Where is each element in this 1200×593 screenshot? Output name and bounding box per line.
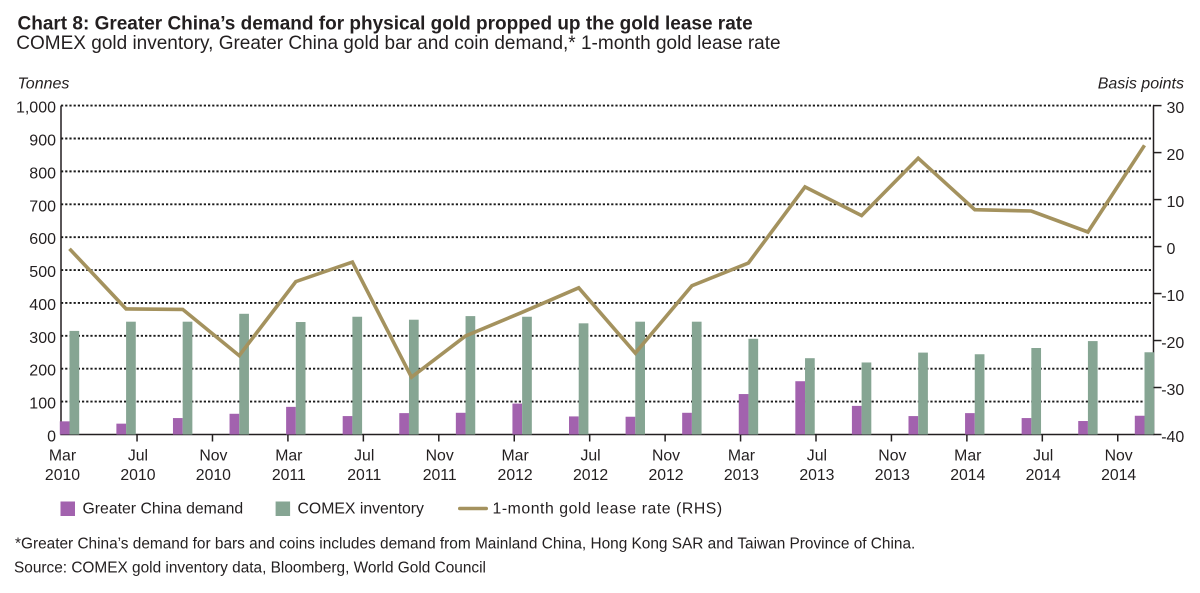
svg-text:100: 100 (29, 396, 56, 413)
svg-text:0: 0 (47, 429, 56, 446)
svg-text:400: 400 (29, 297, 56, 314)
svg-text:2010: 2010 (120, 467, 155, 484)
svg-text:Nov: Nov (199, 448, 227, 465)
svg-text:Tonnes: Tonnes (18, 76, 70, 93)
svg-text:Nov: Nov (1105, 448, 1133, 465)
svg-text:Mar: Mar (49, 448, 76, 465)
svg-text:0: 0 (1167, 241, 1176, 258)
svg-text:2011: 2011 (347, 467, 381, 484)
svg-text:900: 900 (29, 132, 56, 149)
svg-text:Nov: Nov (652, 448, 680, 465)
svg-text:Mar: Mar (502, 448, 529, 465)
svg-text:COMEX inventory: COMEX inventory (298, 501, 425, 518)
svg-text:1,000: 1,000 (16, 100, 56, 117)
svg-text:Mar: Mar (954, 448, 981, 465)
svg-text:10: 10 (1167, 194, 1185, 211)
svg-text:Jul: Jul (1033, 448, 1053, 465)
svg-text:2014: 2014 (950, 467, 985, 484)
svg-text:-30: -30 (1161, 382, 1184, 399)
svg-text:800: 800 (29, 165, 56, 182)
svg-text:2010: 2010 (45, 467, 80, 484)
svg-text:2012: 2012 (498, 467, 533, 484)
svg-text:Source: COMEX gold inventory d: Source: COMEX gold inventory data, Bloom… (14, 560, 486, 577)
svg-text:2010: 2010 (196, 467, 231, 484)
svg-text:COMEX gold inventory, Greater: COMEX gold inventory, Greater China gold… (16, 33, 780, 54)
svg-text:*Greater China’s demand for ba: *Greater China’s demand for bars and coi… (15, 536, 915, 553)
svg-text:2011: 2011 (423, 467, 457, 484)
svg-text:Mar: Mar (728, 448, 755, 465)
svg-text:600: 600 (29, 231, 56, 248)
svg-text:700: 700 (29, 198, 56, 215)
svg-text:Jul: Jul (580, 448, 600, 465)
svg-text:-20: -20 (1161, 335, 1184, 352)
svg-text:2013: 2013 (799, 467, 834, 484)
svg-text:Chart 8: Greater China’s deman: Chart 8: Greater China’s demand for phys… (18, 14, 753, 35)
svg-text:2013: 2013 (875, 467, 910, 484)
svg-text:Greater China demand: Greater China demand (83, 501, 244, 518)
svg-text:20: 20 (1167, 147, 1185, 164)
svg-text:2014: 2014 (1026, 467, 1061, 484)
svg-text:2011: 2011 (272, 467, 306, 484)
svg-text:Jul: Jul (128, 448, 148, 465)
svg-text:Jul: Jul (807, 448, 827, 465)
svg-text:1-month gold lease rate (RHS): 1-month gold lease rate (RHS) (493, 501, 723, 518)
svg-text:-40: -40 (1161, 429, 1184, 446)
svg-text:Nov: Nov (426, 448, 454, 465)
svg-text:2013: 2013 (724, 467, 759, 484)
svg-text:2012: 2012 (573, 467, 608, 484)
svg-text:Jul: Jul (354, 448, 374, 465)
svg-text:-10: -10 (1161, 288, 1184, 305)
svg-text:500: 500 (29, 264, 56, 281)
svg-text:Basis points: Basis points (1098, 76, 1184, 93)
svg-text:2014: 2014 (1101, 467, 1136, 484)
svg-text:200: 200 (29, 363, 56, 380)
svg-text:30: 30 (1167, 100, 1185, 117)
svg-text:Mar: Mar (275, 448, 302, 465)
svg-text:2012: 2012 (648, 467, 683, 484)
svg-text:Nov: Nov (878, 448, 906, 465)
svg-text:300: 300 (29, 330, 56, 347)
